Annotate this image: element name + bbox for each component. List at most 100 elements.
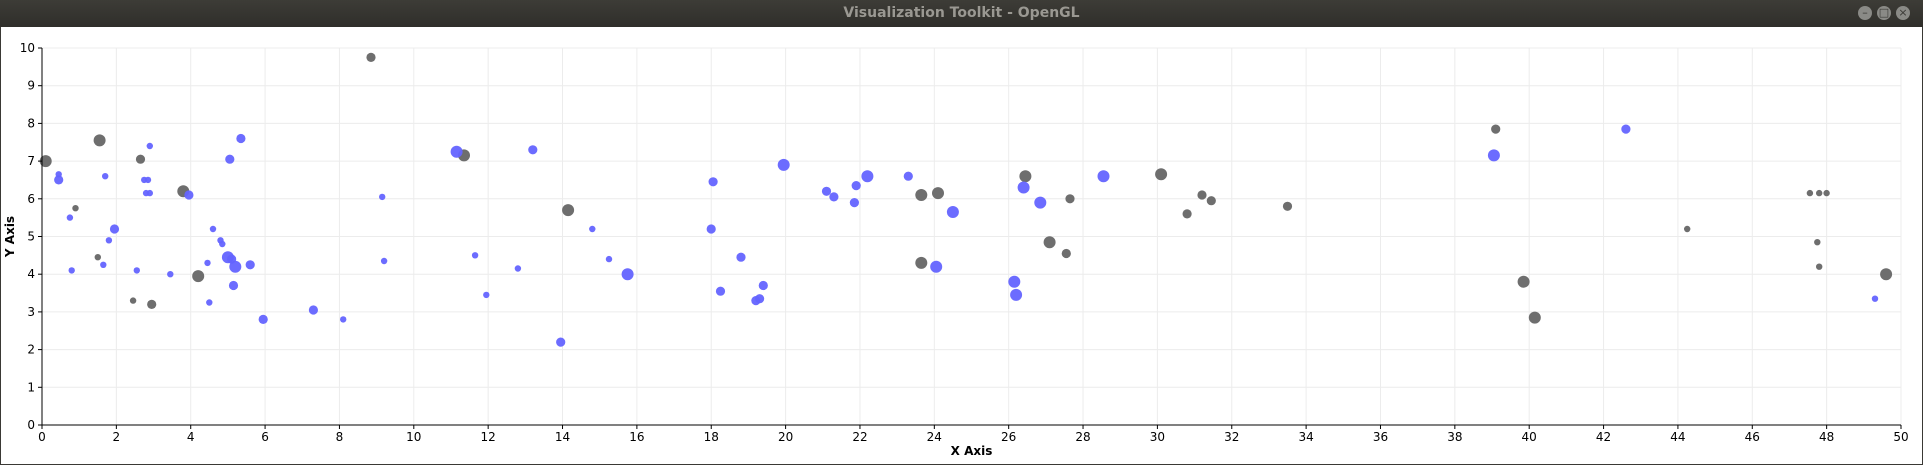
data-point <box>1155 168 1168 181</box>
data-point <box>1097 170 1110 183</box>
scatter-chart[interactable]: 0 2 4 6 8 10 12 14 16 18 20 22 24 26 28 30 32 34 36 38 40 42 4… <box>1 27 1922 464</box>
close-button[interactable]: × <box>1896 6 1910 20</box>
data-point <box>129 297 137 304</box>
data-point <box>229 260 242 273</box>
data-point <box>1816 189 1823 197</box>
minimize-button[interactable]: – <box>1858 6 1872 20</box>
data-point <box>1823 189 1830 197</box>
data-point <box>1806 189 1814 197</box>
data-points <box>39 52 1893 347</box>
x-tick-label: 46 <box>1745 430 1760 444</box>
data-point <box>147 299 157 309</box>
data-point <box>821 186 832 196</box>
render-window[interactable]: 0 2 4 6 8 10 12 14 16 18 20 22 24 26 28 30 32 34 36 38 40 42 4… <box>0 27 1923 465</box>
data-point <box>1517 275 1530 288</box>
data-point <box>206 299 213 306</box>
data-point <box>54 175 64 185</box>
data-point <box>1182 209 1192 219</box>
data-point <box>946 206 959 218</box>
y-tick-label: 4 <box>27 267 35 281</box>
data-point <box>708 177 718 187</box>
x-tick-label: 26 <box>1001 430 1016 444</box>
data-point <box>93 134 106 147</box>
data-point <box>1008 275 1021 288</box>
data-point <box>204 259 211 267</box>
data-point <box>1487 149 1500 162</box>
data-point <box>1061 248 1071 259</box>
data-point <box>380 257 388 265</box>
axes: 0 2 4 6 8 10 12 14 16 18 20 22 24 26 28 30 32 34 36 38 40 42 4… <box>20 41 1909 444</box>
data-point <box>1282 201 1293 211</box>
y-tick-label: 2 <box>27 343 35 357</box>
y-tick-label: 8 <box>27 116 35 130</box>
x-tick-label: 44 <box>1670 430 1685 444</box>
data-point <box>258 314 268 324</box>
data-point <box>68 267 75 274</box>
data-point <box>167 271 174 278</box>
y-tick-label: 5 <box>27 230 35 244</box>
x-tick-label: 18 <box>704 430 719 444</box>
data-point <box>829 192 839 202</box>
data-point <box>340 316 347 323</box>
data-point <box>932 187 944 200</box>
x-tick-label: 14 <box>555 430 570 444</box>
data-point <box>245 260 255 270</box>
data-point <box>146 189 153 197</box>
y-tick-label: 0 <box>27 418 35 432</box>
y-tick-label: 3 <box>27 305 35 319</box>
data-point <box>1065 194 1075 204</box>
data-point <box>105 237 113 244</box>
data-point <box>450 145 463 158</box>
data-point <box>1019 170 1032 183</box>
data-point <box>562 204 575 217</box>
x-tick-label: 20 <box>778 430 793 444</box>
x-tick-label: 4 <box>187 430 195 444</box>
data-point <box>66 214 74 221</box>
data-point <box>755 294 765 304</box>
data-point <box>736 252 746 262</box>
data-point <box>39 155 52 168</box>
maximize-button[interactable]: □ <box>1877 6 1891 20</box>
x-tick-label: 16 <box>629 430 644 444</box>
data-point <box>228 280 239 291</box>
data-point <box>483 291 490 299</box>
data-point <box>589 225 596 233</box>
data-point <box>715 286 726 296</box>
x-tick-label: 28 <box>1075 430 1090 444</box>
window-titlebar[interactable]: Visualization Toolkit - OpenGL – □ × <box>0 0 1923 27</box>
data-point <box>135 154 146 164</box>
data-point <box>1010 288 1023 301</box>
data-point <box>1491 124 1501 134</box>
data-point <box>1621 124 1631 134</box>
data-point <box>55 171 62 178</box>
data-point <box>861 170 874 183</box>
data-point <box>1880 268 1893 281</box>
y-tick-label: 9 <box>27 79 35 93</box>
data-point <box>144 176 152 184</box>
x-tick-label: 10 <box>406 430 421 444</box>
data-point <box>1197 190 1207 200</box>
x-tick-label: 50 <box>1893 430 1908 444</box>
data-point <box>777 158 790 171</box>
data-point <box>1684 225 1691 233</box>
data-point <box>528 145 538 155</box>
y-tick-label: 1 <box>27 380 35 394</box>
x-tick-label: 48 <box>1819 430 1834 444</box>
data-point <box>100 261 107 268</box>
window-title: Visualization Toolkit - OpenGL <box>843 5 1080 21</box>
x-tick-label: 42 <box>1596 430 1611 444</box>
data-point <box>94 254 102 261</box>
data-point <box>849 198 860 208</box>
x-tick-label: 38 <box>1447 430 1462 444</box>
x-tick-label: 2 <box>113 430 121 444</box>
data-point <box>930 260 943 273</box>
x-tick-label: 0 <box>38 430 46 444</box>
data-point <box>1871 295 1879 302</box>
data-point <box>225 154 235 164</box>
data-point <box>184 190 194 200</box>
x-tick-label: 36 <box>1373 430 1388 444</box>
data-point <box>903 171 913 181</box>
data-point <box>379 193 386 201</box>
data-point <box>72 205 79 212</box>
y-tick-label: 10 <box>20 41 35 55</box>
